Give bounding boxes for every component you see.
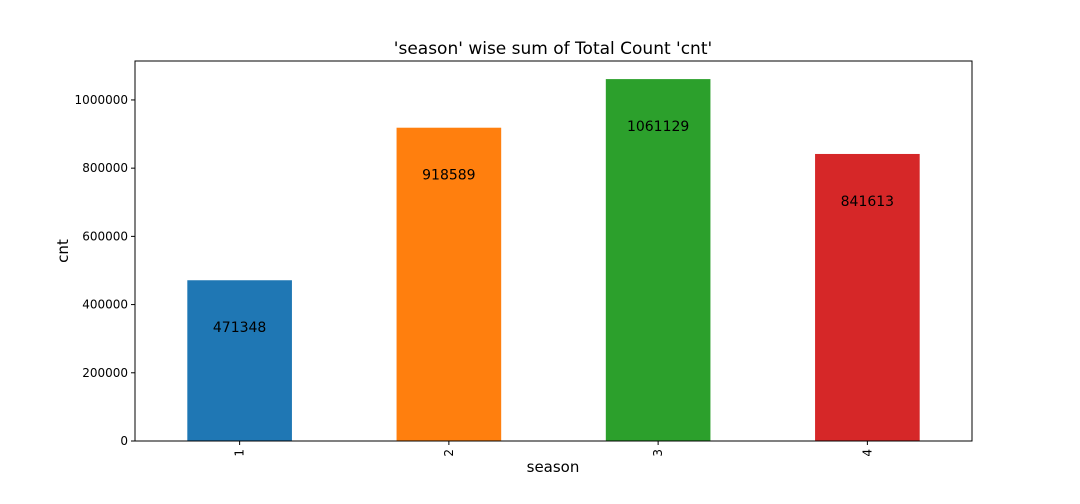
data-label-2: 918589 <box>422 168 475 184</box>
data-label-4: 841613 <box>841 194 894 210</box>
plot-area: 471348 918589 1061129 841613 0 200000 400000 60… <box>75 60 973 457</box>
x-tick-label: 2 <box>442 449 456 457</box>
y-tick-label: 400000 <box>82 298 128 312</box>
y-tick-label: 200000 <box>82 366 128 380</box>
bar-4 <box>815 153 920 441</box>
data-label-1: 471348 <box>213 320 266 336</box>
bar-1 <box>187 280 292 441</box>
x-axis-label: season <box>527 458 580 476</box>
chart-title: 'season' wise sum of Total Count 'cnt' <box>394 39 712 59</box>
y-tick-label: 600000 <box>82 229 128 243</box>
bar-2 <box>396 127 502 441</box>
y-axis-label: cnt <box>54 239 72 263</box>
y-tick-label: 0 <box>120 434 128 448</box>
plot-frame <box>134 60 973 442</box>
x-tick-label: 3 <box>651 449 665 457</box>
x-tick-label: 4 <box>860 449 874 457</box>
y-tick-label: 800000 <box>82 161 128 175</box>
x-tick-label: 1 <box>233 449 247 457</box>
y-tick-label: 1000000 <box>75 93 128 107</box>
data-label-3: 1061129 <box>627 119 689 135</box>
bar-3 <box>605 79 711 442</box>
